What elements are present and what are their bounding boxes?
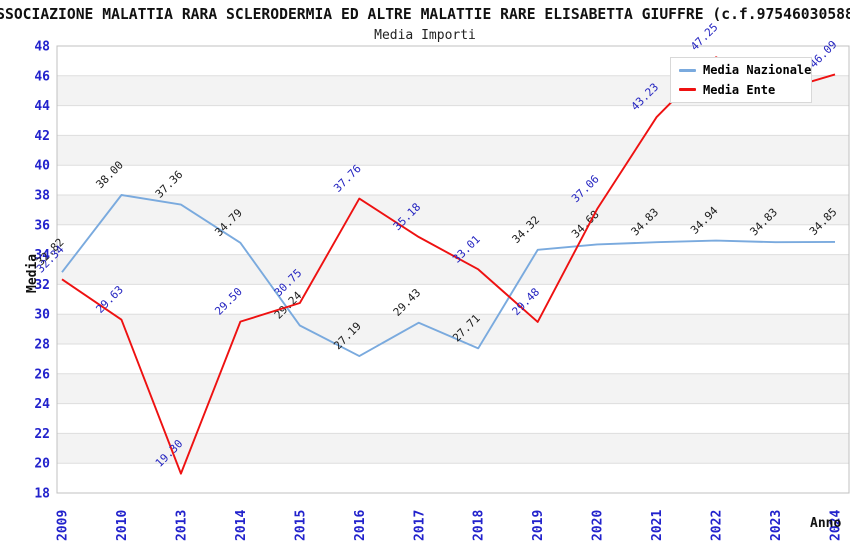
- y-tick-label: 26: [34, 367, 50, 382]
- x-tick-label: 2018: [472, 510, 487, 541]
- x-tick-label: 2023: [769, 510, 784, 541]
- chart-legend: Media Nazionale Media Ente: [670, 57, 812, 103]
- y-tick-label: 38: [34, 189, 50, 204]
- grid-band: [57, 373, 849, 404]
- legend-label: Media Ente: [703, 82, 776, 97]
- x-tick-label: 2020: [591, 510, 606, 541]
- y-tick-label: 22: [34, 427, 50, 442]
- grid-band: [57, 135, 849, 166]
- data-point-label: 29.50: [212, 285, 245, 318]
- x-tick-label: 2015: [293, 510, 308, 541]
- x-tick-label: 2021: [650, 510, 665, 541]
- x-tick-label: 2017: [412, 510, 427, 541]
- y-tick-label: 32: [34, 278, 50, 293]
- data-point-label: 47.25: [688, 21, 721, 54]
- x-axis-title: Anno: [810, 516, 841, 531]
- y-tick-label: 46: [34, 69, 50, 84]
- grid-band: [57, 195, 849, 225]
- legend-swatch-media-ente: [679, 88, 696, 92]
- legend-label: Media Nazionale: [703, 63, 812, 78]
- plot-border: [56, 45, 850, 494]
- x-tick-label: 2009: [56, 510, 71, 541]
- y-axis-title: Media: [25, 254, 40, 293]
- grid-band: [57, 433, 849, 464]
- y-tick-label: 34: [34, 248, 50, 263]
- y-tick-label: 40: [34, 159, 50, 174]
- chart-title: ASSOCIAZIONE MALATTIA RARA SCLERODERMIA …: [0, 6, 850, 23]
- legend-item-media-nazionale: Media Nazionale: [679, 63, 811, 77]
- y-tick-label: 36: [34, 218, 50, 233]
- x-tick-label: 2014: [234, 510, 249, 541]
- y-tick-label: 18: [34, 487, 50, 502]
- legend-item-media-ente: Media Ente: [679, 83, 811, 97]
- grid-band: [57, 254, 849, 285]
- legend-swatch-media-nazionale: [679, 68, 696, 72]
- data-point-label: 37.76: [331, 162, 364, 195]
- x-tick-label: 2016: [353, 510, 368, 541]
- chart-subtitle: Media Importi: [374, 28, 476, 43]
- y-tick-label: 20: [34, 457, 50, 472]
- y-tick-label: 28: [34, 338, 50, 353]
- series-line-media-nazionale: [61, 194, 836, 358]
- x-tick-label: 2024: [829, 510, 844, 541]
- x-tick-label: 2010: [115, 510, 130, 541]
- y-tick-label: 48: [34, 40, 50, 55]
- x-tick-label: 2022: [710, 510, 725, 541]
- y-tick-label: 42: [34, 129, 50, 144]
- y-tick-label: 44: [34, 99, 50, 114]
- x-tick-label: 2019: [531, 510, 546, 541]
- y-tick-label: 30: [34, 308, 50, 323]
- x-tick-label: 2013: [174, 510, 189, 541]
- grid-band: [57, 314, 849, 344]
- y-tick-label: 24: [34, 397, 50, 412]
